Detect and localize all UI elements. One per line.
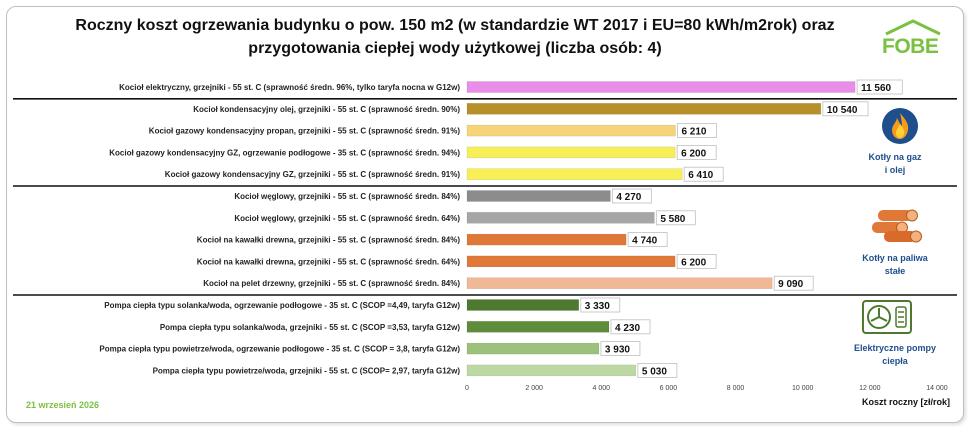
data-label-box [611, 188, 652, 204]
category-label: Kocioł na kawałki drewna, grzejniki - 55… [197, 257, 461, 266]
bar [466, 255, 676, 268]
data-label-box [637, 362, 678, 378]
data-label-box [600, 341, 641, 357]
category-label: Kocioł węglowy, grzejniki - 55 st. C (sp… [234, 214, 460, 223]
bar [466, 321, 610, 333]
category-label: Kocioł gazowy kondensacyjny GZ, ogrzewan… [109, 148, 460, 157]
bar [466, 103, 822, 115]
x-tick-label: 6 000 [660, 385, 678, 392]
group-label-gas-oil: Kotły na gaz i olej [840, 151, 950, 177]
data-label-box [610, 319, 651, 335]
category-label: Pompa ciepła typu solanka/woda, grzejnik… [160, 323, 461, 332]
data-label-box [676, 144, 717, 160]
x-tick-label: 12 000 [859, 385, 881, 392]
category-label: Pompa ciepła typu powietrze/woda, grzejn… [153, 366, 461, 375]
category-label: Kocioł na pelet drzewny, grzejniki - 55 … [203, 279, 460, 288]
category-label: Kocioł gazowy kondensacyjny GZ, grzejnik… [165, 170, 461, 179]
data-label: 6 200 [681, 148, 706, 159]
bar [466, 342, 600, 355]
group-label-gas-oil-line1: Kotły na gaz [868, 152, 922, 162]
category-label: Kocioł gazowy kondensacyjny propan, grze… [149, 127, 461, 136]
data-label-box [683, 166, 724, 182]
data-label: 11 560 [861, 83, 891, 94]
x-tick-label: 8 000 [727, 385, 745, 392]
x-axis-label: Koszt roczny [zł/rok] [862, 397, 950, 407]
bar [466, 364, 637, 377]
category-label: Kocioł elektryczny, grzejniki - 55 st. C… [119, 83, 460, 92]
data-label: 4 740 [632, 236, 657, 247]
data-label-box [822, 101, 869, 117]
group-label-heat-pumps-line1: Elektryczne pompy [853, 343, 937, 353]
data-label: 3 930 [605, 345, 630, 356]
data-label: 5 580 [660, 214, 685, 225]
data-label: 9 090 [778, 279, 803, 290]
date-label: 21 wrzesień 2026 [26, 400, 100, 410]
category-label: Kocioł na kawałki drewna, grzejniki - 55… [197, 236, 461, 245]
heat-pump-icon [862, 300, 912, 334]
data-label: 4 230 [615, 323, 640, 334]
data-label: 6 200 [681, 257, 706, 268]
category-label: Pompa ciepła typu powietrze/woda, ogrzew… [99, 345, 460, 354]
data-label: 10 540 [827, 105, 858, 116]
data-label-box [580, 297, 621, 313]
data-label: 6 210 [681, 127, 706, 138]
x-tick-label: 4 000 [593, 385, 611, 392]
x-tick-label: 14 000 [926, 385, 948, 392]
category-label: Pompa ciepła typu solanka/woda, ogrzewan… [104, 301, 460, 310]
group-label-solid-fuel: Kotły na paliwa stałe [840, 252, 950, 278]
data-label-box [676, 253, 717, 269]
house-roof-icon [885, 19, 941, 36]
x-tick-label: 10 000 [792, 385, 814, 392]
data-label: 3 330 [585, 301, 610, 312]
flame-icon [882, 108, 918, 144]
bar [466, 299, 580, 311]
data-label-box [627, 232, 668, 248]
chart-title-line2: przygotowania ciepłej wody użytkowej (li… [248, 40, 662, 57]
data-label: 4 270 [616, 192, 641, 203]
group-label-solid-fuel-line1: Kotły na paliwa [862, 253, 928, 263]
data-label-box [655, 210, 696, 226]
wood-logs-icon [872, 209, 922, 243]
bar [466, 81, 856, 93]
data-label: 5 030 [642, 366, 667, 377]
group-label-solid-fuel-line2: stałe [884, 266, 906, 276]
bar [466, 277, 773, 289]
x-tick-label: 2 000 [525, 385, 543, 392]
bar [466, 190, 611, 202]
category-label: Kocioł kondensacyjny olej, grzejniki - 5… [193, 105, 460, 114]
data-label: 6 410 [688, 170, 713, 181]
x-tick-label: 0 [465, 385, 469, 392]
bar [466, 233, 627, 246]
group-label-heat-pumps-line2: ciepła [882, 356, 908, 366]
bar [466, 146, 676, 159]
data-label-box [856, 79, 903, 95]
bar [466, 124, 676, 137]
data-label-box [773, 275, 814, 291]
fobe-logo: FOBE [880, 18, 946, 66]
group-label-gas-oil-line2: i olej [884, 165, 906, 175]
bar [466, 168, 683, 180]
data-label-box [677, 123, 717, 138]
bar [466, 212, 655, 224]
category-label: Kocioł węglowy, grzejniki - 55 st. C (sp… [234, 192, 460, 201]
logo-text: FOBE [882, 35, 939, 58]
chart-title-line1: Roczny koszt ogrzewania budynku o pow. 1… [75, 17, 835, 34]
group-label-heat-pumps: Elektryczne pompy ciepła [840, 342, 950, 368]
